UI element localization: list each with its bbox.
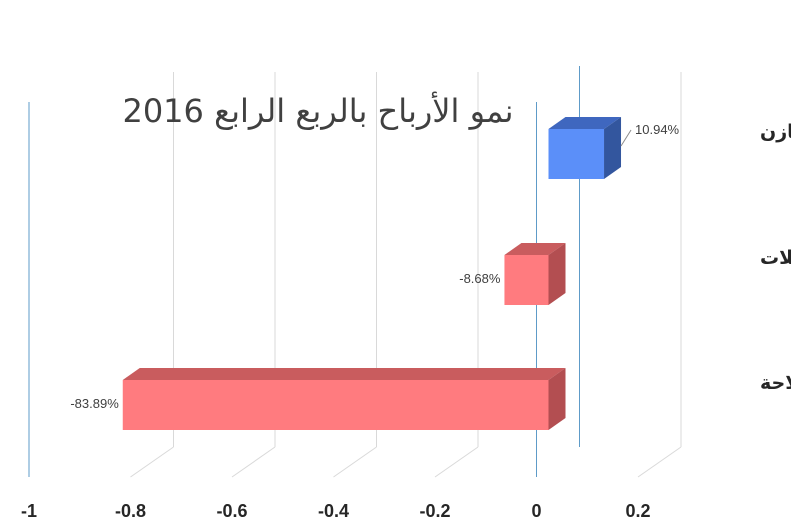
gridline-floor bbox=[333, 446, 377, 478]
bar bbox=[504, 243, 566, 305]
bar bbox=[548, 117, 622, 179]
bar-front-face bbox=[122, 380, 549, 430]
category-labels: مخازن ناقلات الملاحة bbox=[760, 121, 791, 394]
category-label: ناقلات bbox=[760, 247, 791, 269]
bar-front-face bbox=[504, 255, 549, 305]
x-tick-label: -1 bbox=[21, 501, 37, 521]
x-tick-label: -0.4 bbox=[318, 501, 349, 521]
bar-top-face bbox=[504, 243, 566, 255]
bars bbox=[122, 117, 622, 430]
gridline-floor bbox=[130, 446, 174, 478]
gridlines bbox=[28, 66, 682, 478]
data-label-leader bbox=[620, 129, 632, 147]
gridline-floor bbox=[434, 446, 479, 478]
data-label: -8.68% bbox=[459, 271, 501, 286]
bar-top-face bbox=[548, 117, 622, 129]
category-label: الملاحة bbox=[760, 372, 791, 394]
x-tick-label: 0.2 bbox=[625, 501, 650, 521]
x-tick-label: 0 bbox=[531, 501, 541, 521]
gridline-floor bbox=[231, 446, 276, 478]
bar-side-face bbox=[604, 117, 622, 179]
x-tick-label: -0.2 bbox=[419, 501, 450, 521]
x-tick-label: -0.8 bbox=[115, 501, 146, 521]
x-axis-tick-labels: -1 -0.8 -0.6 -0.4 -0.2 0 0.2 bbox=[21, 501, 651, 521]
data-label: -83.89% bbox=[70, 396, 119, 411]
data-label: 10.94% bbox=[635, 122, 680, 137]
chart-title: نمو الأرباح بالربع الرابع 2016 bbox=[122, 91, 513, 130]
x-tick-label: -0.6 bbox=[216, 501, 247, 521]
bar-top-face bbox=[122, 368, 566, 380]
category-label: مخازن bbox=[760, 121, 791, 143]
bar-side-face bbox=[548, 243, 566, 305]
data-labels: 10.94% -8.68% -83.89% bbox=[70, 122, 679, 411]
bar-side-face bbox=[548, 368, 566, 430]
bar bbox=[122, 368, 566, 430]
gridline-floor bbox=[637, 446, 682, 478]
bar-front-face bbox=[548, 129, 605, 179]
